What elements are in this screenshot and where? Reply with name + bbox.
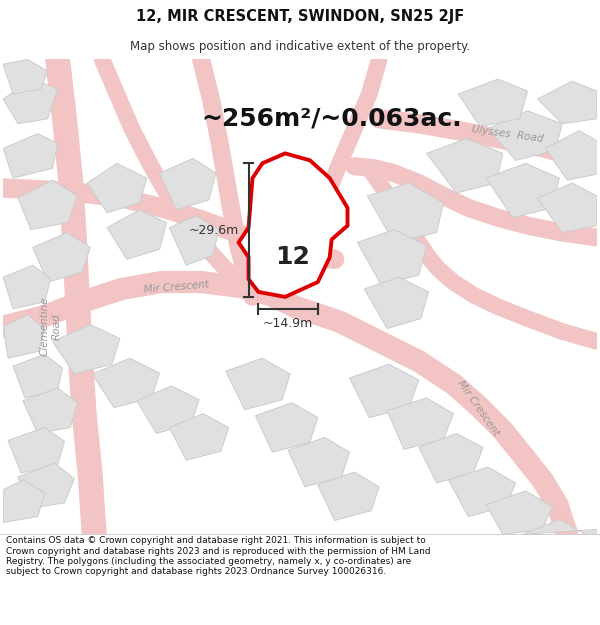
Polygon shape bbox=[239, 153, 347, 297]
Polygon shape bbox=[107, 210, 166, 259]
Polygon shape bbox=[364, 277, 428, 329]
Polygon shape bbox=[448, 467, 516, 516]
Polygon shape bbox=[358, 229, 427, 285]
Polygon shape bbox=[419, 434, 483, 483]
Text: 12, MIR CRESCENT, SWINDON, SN25 2JF: 12, MIR CRESCENT, SWINDON, SN25 2JF bbox=[136, 9, 464, 24]
Polygon shape bbox=[523, 519, 597, 534]
Polygon shape bbox=[169, 414, 229, 460]
Polygon shape bbox=[538, 81, 597, 124]
Polygon shape bbox=[23, 388, 77, 434]
Polygon shape bbox=[3, 480, 44, 522]
Text: Mir Crescent: Mir Crescent bbox=[143, 279, 209, 295]
Polygon shape bbox=[33, 232, 90, 282]
Polygon shape bbox=[8, 428, 64, 473]
Polygon shape bbox=[3, 79, 58, 124]
Polygon shape bbox=[3, 134, 58, 178]
Polygon shape bbox=[137, 386, 199, 434]
Polygon shape bbox=[169, 216, 219, 265]
Polygon shape bbox=[18, 180, 77, 229]
Text: Contains OS data © Crown copyright and database right 2021. This information is : Contains OS data © Crown copyright and d… bbox=[6, 536, 431, 576]
Polygon shape bbox=[3, 315, 44, 358]
Polygon shape bbox=[256, 402, 318, 452]
Polygon shape bbox=[288, 438, 349, 487]
Polygon shape bbox=[545, 131, 600, 180]
Text: Clementine
Road: Clementine Road bbox=[40, 297, 61, 356]
Polygon shape bbox=[87, 163, 146, 212]
Polygon shape bbox=[92, 358, 160, 408]
Text: Ulysses  Road: Ulysses Road bbox=[472, 124, 544, 144]
Polygon shape bbox=[13, 354, 62, 398]
Polygon shape bbox=[18, 463, 74, 509]
Polygon shape bbox=[226, 358, 290, 410]
Text: 12: 12 bbox=[275, 245, 310, 269]
Text: Map shows position and indicative extent of the property.: Map shows position and indicative extent… bbox=[130, 40, 470, 52]
Polygon shape bbox=[486, 163, 559, 217]
Polygon shape bbox=[160, 158, 216, 210]
Polygon shape bbox=[349, 364, 419, 418]
Polygon shape bbox=[486, 491, 553, 534]
Polygon shape bbox=[488, 111, 562, 160]
Text: ~256m²/~0.063ac.: ~256m²/~0.063ac. bbox=[201, 107, 461, 131]
Polygon shape bbox=[458, 79, 527, 127]
Polygon shape bbox=[53, 324, 120, 374]
Text: ~14.9m: ~14.9m bbox=[263, 317, 313, 329]
Polygon shape bbox=[3, 265, 50, 309]
Polygon shape bbox=[318, 472, 379, 521]
Text: Mir Crescent: Mir Crescent bbox=[455, 378, 501, 438]
Polygon shape bbox=[367, 183, 443, 243]
Polygon shape bbox=[427, 139, 503, 193]
Text: ~29.6m: ~29.6m bbox=[188, 224, 239, 237]
Polygon shape bbox=[538, 183, 597, 232]
Polygon shape bbox=[387, 398, 454, 449]
Polygon shape bbox=[3, 59, 47, 94]
